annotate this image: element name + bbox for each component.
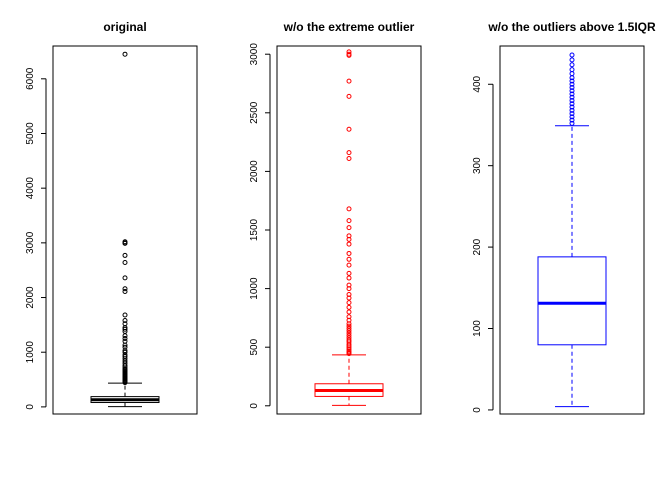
- outlier-point: [122, 239, 128, 245]
- panel-original: original 0 1000 2000 3000 4000 5000 6000: [25, 20, 198, 415]
- outlier-point: [346, 241, 352, 247]
- y-tick-label: 1500: [249, 218, 260, 241]
- outlier-point: [569, 104, 575, 110]
- outlier-point: [569, 81, 575, 87]
- outlier-point: [346, 337, 352, 343]
- outlier-point: [122, 348, 128, 354]
- outlier-point: [122, 260, 128, 266]
- outlier-point: [346, 275, 352, 281]
- y-tick-label: 2500: [249, 101, 260, 124]
- outlier-point: [346, 156, 352, 162]
- y-tick-label: 2000: [249, 160, 260, 183]
- outlier-point: [569, 111, 575, 117]
- outlier-point: [346, 309, 352, 315]
- outlier-point: [346, 300, 352, 306]
- outlier-point: [122, 286, 128, 292]
- outlier-point: [122, 349, 128, 355]
- outlier-point: [569, 78, 575, 84]
- panel-without-outliers-above-iqr: w/o the outliers above 1.5IQR 0 100 200 300…: [472, 20, 656, 415]
- outlier-point: [569, 52, 575, 58]
- panel-without-extreme-outlier: w/o the extreme outlier 0 500 1000 1500 2000…: [249, 20, 422, 415]
- y-tick-label: 5000: [25, 122, 36, 145]
- y-tick-label: 3000: [249, 43, 260, 66]
- outlier-point: [122, 317, 128, 323]
- chart-title: w/o the extreme outlier: [283, 20, 415, 34]
- outlier-point: [569, 62, 575, 68]
- outlier-point: [346, 325, 352, 331]
- y-tick-label: 3000: [25, 231, 36, 254]
- outlier-point: [569, 117, 575, 123]
- outlier-point: [346, 291, 352, 297]
- outlier-point: [569, 91, 575, 97]
- outlier-point: [346, 93, 352, 99]
- outlier-point: [346, 323, 352, 329]
- outlier-point: [346, 233, 352, 239]
- y-tick-label: 1000: [25, 341, 36, 364]
- outlier-point: [346, 78, 352, 84]
- outlier-point: [569, 94, 575, 100]
- y-tick-label: 300: [472, 157, 483, 174]
- y-tick-label: 200: [472, 238, 483, 255]
- outlier-point: [346, 256, 352, 262]
- chart-title: w/o the outliers above 1.5IQR: [487, 20, 656, 34]
- y-tick-label: 0: [249, 403, 260, 409]
- outlier-point: [122, 333, 128, 339]
- outlier-point: [346, 51, 352, 57]
- outlier-point: [122, 252, 128, 258]
- outlier-point: [346, 314, 352, 320]
- outlier-point: [122, 312, 128, 318]
- outlier-point: [569, 85, 575, 91]
- outlier-point: [346, 328, 352, 334]
- outlier-point: [346, 225, 352, 231]
- iqr-box: [537, 256, 607, 346]
- outlier-point: [346, 126, 352, 132]
- outlier-point: [122, 338, 128, 344]
- outlier-point: [346, 262, 352, 268]
- outlier-point: [346, 250, 352, 256]
- outlier-point: [569, 71, 575, 77]
- outlier-point: [122, 275, 128, 281]
- y-tick-label: 0: [472, 407, 483, 413]
- y-tick-label: 4000: [25, 177, 36, 200]
- outlier-point: [122, 344, 128, 350]
- outlier-point: [122, 289, 128, 295]
- outlier-point: [346, 282, 352, 288]
- outlier-point: [346, 304, 352, 310]
- outlier-point: [569, 120, 575, 126]
- outlier-point: [569, 98, 575, 104]
- outlier-point: [122, 321, 128, 327]
- outlier-point: [346, 330, 352, 336]
- outlier-point: [122, 326, 128, 332]
- outlier-point: [346, 270, 352, 276]
- outlier-point: [569, 88, 575, 94]
- outlier-point: [122, 336, 128, 342]
- plot-frame: [52, 45, 198, 415]
- outlier-point: [569, 57, 575, 63]
- plot-frame: [276, 45, 422, 415]
- outlier-point: [569, 114, 575, 120]
- y-tick-label: 2000: [25, 286, 36, 309]
- y-tick-label: 6000: [25, 67, 36, 90]
- outlier-point: [122, 51, 128, 57]
- outlier-point: [569, 107, 575, 113]
- y-tick-label: 0: [25, 404, 36, 410]
- outlier-point: [569, 67, 575, 73]
- outlier-point: [569, 101, 575, 107]
- outlier-point: [346, 49, 352, 55]
- outlier-point: [122, 366, 128, 372]
- y-tick-label: 100: [472, 320, 483, 337]
- outlier-point: [346, 332, 352, 338]
- y-tick-label: 1000: [249, 277, 260, 300]
- outlier-point: [346, 218, 352, 224]
- y-tick-label: 500: [249, 338, 260, 355]
- plot-frame: [499, 45, 645, 415]
- outlier-point: [346, 206, 352, 212]
- outlier-point: [346, 150, 352, 156]
- outlier-point: [346, 335, 352, 341]
- y-tick-label: 400: [472, 75, 483, 92]
- chart-title: original: [103, 20, 146, 34]
